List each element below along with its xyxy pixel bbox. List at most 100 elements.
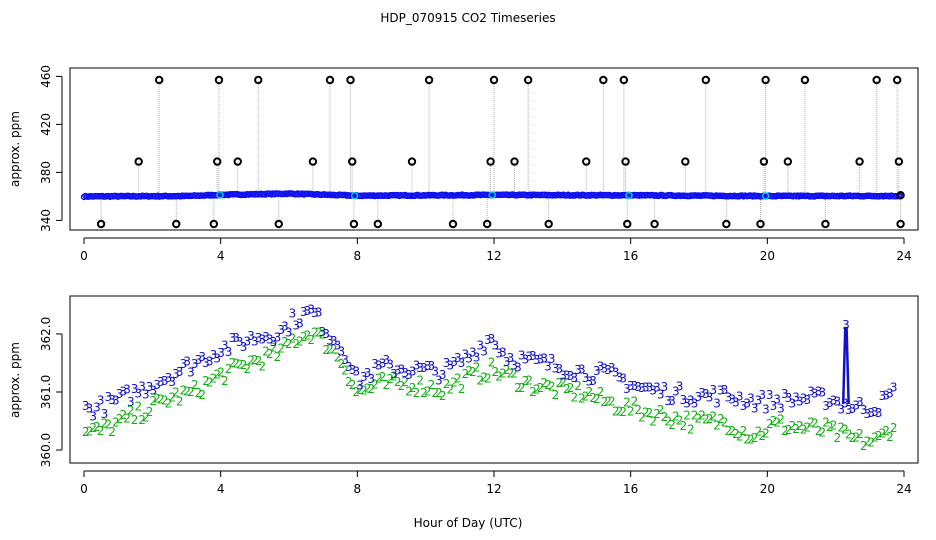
- channel-2-point: 2: [796, 419, 804, 433]
- channel-3-point: 3: [544, 360, 552, 374]
- channel-2-point: 2: [882, 424, 890, 438]
- channel-2-point: 2: [210, 371, 218, 385]
- outlier-point: [872, 75, 881, 85]
- channel-3-point: 3: [270, 335, 278, 349]
- channel-3-point: 3: [101, 407, 109, 421]
- channel-2-point: 2: [304, 328, 312, 342]
- channel-2-point: 2: [401, 375, 409, 389]
- channel-3-point: 3: [589, 374, 597, 388]
- channel-2-point: 2: [503, 363, 511, 377]
- channel-3-point: 3: [668, 394, 676, 408]
- channel-3-point: 3: [225, 345, 233, 359]
- outlier-point: [621, 157, 630, 166]
- channel-2-point: 2: [191, 378, 199, 392]
- channel-3-point: 3: [206, 354, 214, 368]
- channel-3-point: 3: [349, 363, 357, 377]
- channel-3-point: 3: [330, 334, 338, 348]
- channel-3-point: 3: [710, 383, 718, 397]
- channel-2-point: 2: [698, 409, 706, 423]
- channel-2-point: 2: [469, 365, 477, 379]
- channel-3-point: 3: [228, 331, 236, 345]
- outlier-point: [650, 219, 659, 229]
- outlier-point: [274, 219, 283, 229]
- channel-3-point: 3: [882, 389, 890, 403]
- outlier-point: [448, 219, 458, 229]
- channel-2-point: 2: [262, 345, 270, 359]
- channel-2-point: 2: [694, 411, 702, 425]
- outlier-point: [896, 219, 905, 229]
- channel-2-point: 2: [710, 409, 718, 423]
- channel-3-point: 3: [758, 388, 766, 402]
- channel-3-point: 3: [334, 339, 342, 353]
- channel-3-point: 3: [845, 403, 853, 417]
- outlier-point: [821, 219, 830, 229]
- channel-3-point: 3: [717, 383, 725, 397]
- channel-3-point: 3: [176, 365, 184, 379]
- channel-2-point: 2: [627, 404, 635, 418]
- channel-3-point: 3: [886, 387, 894, 401]
- channel-2-point: 2: [886, 430, 894, 444]
- channel-3-point: 3: [728, 393, 736, 407]
- channel-2-point: 2: [725, 424, 733, 438]
- channel-2-point: 2: [319, 328, 327, 342]
- outlier-point: [209, 219, 219, 229]
- channel-3-point: 3: [138, 379, 146, 393]
- outlier-point: [172, 219, 181, 229]
- channel-2-point: 2: [86, 425, 94, 439]
- channel-3-point: 3: [401, 366, 409, 380]
- raw-co2-panel: 0 4 8 12 16 20 24 340 380 420 460 approx. ppm: [8, 65, 919, 263]
- outlier-point: [701, 75, 711, 85]
- channel-2-point: 2: [142, 410, 150, 424]
- channel-2-point: 2: [413, 386, 421, 400]
- channel-3-point: 3: [864, 407, 872, 421]
- channel-2-point: 2: [334, 350, 342, 364]
- channel-3-point: 3: [533, 353, 541, 367]
- channel-3-point: 3: [232, 331, 240, 345]
- channel-2-point: 2: [341, 363, 349, 377]
- channel-2-point: 2: [800, 423, 808, 437]
- channel-2-point: 2: [555, 376, 563, 390]
- outlier-point: [424, 75, 434, 85]
- channel-3-point: 3: [281, 319, 289, 333]
- outlier-point: [373, 219, 383, 229]
- channel-2-point: 2: [375, 372, 383, 386]
- channel-2-point: 2: [510, 367, 518, 381]
- channel-3-point: 3: [259, 332, 267, 346]
- channel-3-point: 3: [683, 396, 691, 410]
- channel-3-point: 3: [157, 375, 165, 389]
- channel-3-point: 3: [706, 390, 714, 404]
- channel-3-point: 3: [187, 365, 195, 379]
- channel-co2-plot-frame: [69, 295, 919, 464]
- channel-3-point: 3: [725, 390, 733, 404]
- channel-2-point: 2: [807, 416, 815, 430]
- channel-3-point: 3: [503, 355, 511, 369]
- channel-3-point: 3: [307, 303, 315, 317]
- channel-2-point: 2: [465, 364, 473, 378]
- channel-2-point: 2: [619, 405, 627, 419]
- channel-3-point: 3: [664, 394, 672, 408]
- channel-3-point: 3: [458, 356, 466, 370]
- channel-2-point: 2: [860, 439, 868, 453]
- channel-2-point: 2: [138, 413, 146, 427]
- outlier-point: [214, 75, 224, 85]
- channel-2-point: 2: [751, 431, 759, 445]
- channel-2-point: 2: [638, 410, 646, 424]
- channel-2-point: 2: [285, 337, 293, 351]
- channel-2-point: 2: [236, 358, 244, 372]
- channel-2-point: 2: [586, 385, 594, 399]
- raw-co2-x-tick-label: 0: [80, 249, 88, 263]
- channel-3-point: 3: [450, 355, 458, 369]
- channel-3-point: 3: [274, 331, 282, 345]
- highlight-point: [488, 191, 497, 199]
- channel-2-point: 2: [582, 390, 590, 404]
- channel-3-point: 3: [751, 402, 759, 416]
- channel-2-point: 2: [180, 383, 188, 397]
- channel-3-point: 3: [292, 319, 300, 333]
- channel-3-point: 3: [540, 352, 548, 366]
- channel-3-point: 3: [679, 393, 687, 407]
- channel-3-point: 3: [499, 345, 507, 359]
- outlier-point: [855, 157, 864, 166]
- channel-2-point: 2: [398, 379, 406, 393]
- channel-3-point: 3: [236, 335, 244, 349]
- channel-2-point: 2: [146, 405, 154, 419]
